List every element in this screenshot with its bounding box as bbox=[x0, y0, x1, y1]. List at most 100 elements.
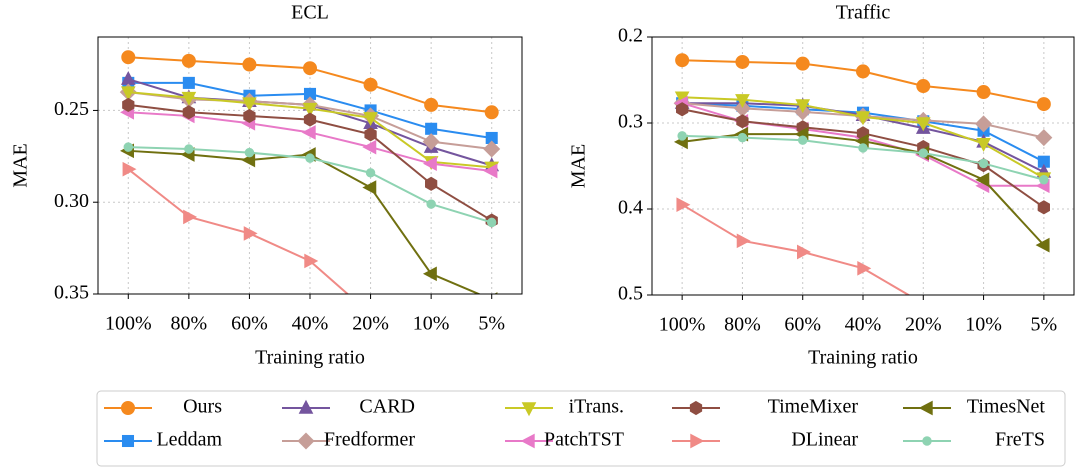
x-tick-label: 10% bbox=[413, 313, 450, 335]
x-tick-label: 20% bbox=[352, 313, 389, 335]
legend-label: TimesNet bbox=[967, 396, 1046, 418]
marker bbox=[1035, 237, 1050, 253]
marker bbox=[182, 105, 195, 120]
marker bbox=[183, 209, 198, 225]
y-tick-label: 0.30 bbox=[54, 190, 89, 212]
y-tick-label: 0.2 bbox=[618, 25, 643, 47]
legend-label: FreTS bbox=[995, 429, 1045, 451]
legend-marker bbox=[922, 436, 932, 446]
marker bbox=[301, 125, 316, 140]
x-tick-label: 100% bbox=[105, 313, 152, 335]
x-tick-label: 10% bbox=[965, 314, 1002, 336]
marker bbox=[915, 117, 931, 132]
legend-marker bbox=[520, 433, 535, 449]
y-tick-label: 0.35 bbox=[54, 282, 89, 304]
plot-frame bbox=[97, 36, 523, 295]
marker bbox=[855, 111, 871, 126]
marker bbox=[856, 64, 870, 79]
marker bbox=[424, 97, 439, 112]
marker bbox=[858, 143, 868, 153]
marker bbox=[121, 50, 136, 65]
marker bbox=[976, 85, 991, 100]
marker bbox=[483, 140, 501, 158]
marker bbox=[976, 137, 991, 152]
x-tick-label: 80% bbox=[171, 313, 208, 335]
y-tick-label: 0.25 bbox=[54, 98, 89, 120]
marker bbox=[122, 161, 137, 177]
marker bbox=[676, 197, 691, 213]
legend-marker bbox=[690, 433, 705, 449]
marker bbox=[422, 156, 437, 171]
marker bbox=[243, 108, 256, 124]
x-tick-label: 5% bbox=[1031, 314, 1058, 336]
x-tick-label: 40% bbox=[845, 314, 882, 336]
plot-area bbox=[673, 53, 1053, 310]
marker bbox=[676, 102, 689, 117]
legend-label: CARD bbox=[359, 396, 415, 418]
legend-label: iTrans. bbox=[569, 396, 624, 418]
x-axis-label: Training ratio bbox=[808, 347, 918, 369]
legend-marker bbox=[121, 434, 135, 448]
marker bbox=[918, 148, 929, 158]
marker bbox=[364, 127, 377, 142]
marker bbox=[978, 158, 989, 169]
chart-title: Traffic bbox=[836, 2, 891, 24]
marker bbox=[362, 180, 377, 195]
legend-marker bbox=[689, 400, 703, 416]
marker bbox=[181, 91, 197, 106]
legend-label: PatchTST bbox=[544, 429, 624, 451]
legend-label: Leddam bbox=[156, 429, 222, 451]
y-tick-label: 0.3 bbox=[618, 111, 643, 133]
y-axis-label: MAE bbox=[10, 143, 32, 187]
legend-marker bbox=[297, 432, 315, 450]
x-tick-label: 5% bbox=[478, 313, 505, 335]
x-tick-label: 60% bbox=[231, 313, 268, 335]
legend-label: Fredformer bbox=[324, 429, 415, 451]
marker bbox=[363, 77, 378, 92]
marker bbox=[675, 53, 690, 68]
marker bbox=[975, 172, 990, 188]
marker bbox=[486, 217, 497, 228]
marker bbox=[303, 61, 317, 76]
marker bbox=[795, 56, 810, 71]
marker bbox=[857, 261, 872, 276]
marker bbox=[735, 94, 750, 109]
marker bbox=[1036, 97, 1051, 112]
marker bbox=[184, 144, 194, 154]
marker bbox=[1039, 175, 1049, 185]
marker bbox=[302, 102, 318, 117]
legend-marker bbox=[121, 401, 135, 415]
marker bbox=[425, 122, 438, 135]
marker bbox=[1035, 129, 1053, 147]
marker bbox=[484, 105, 499, 120]
legend-label: Ours bbox=[183, 396, 222, 418]
x-axis-label: Training ratio bbox=[255, 347, 365, 369]
marker bbox=[737, 132, 748, 143]
marker bbox=[362, 139, 377, 155]
marker bbox=[243, 226, 258, 241]
marker bbox=[425, 176, 438, 191]
marker bbox=[797, 135, 808, 145]
marker bbox=[123, 142, 134, 152]
marker bbox=[736, 233, 751, 249]
marker bbox=[918, 297, 930, 310]
marker bbox=[916, 79, 931, 94]
plot-frame bbox=[651, 36, 1075, 296]
x-tick-label: 60% bbox=[784, 314, 821, 336]
marker bbox=[305, 153, 315, 163]
x-tick-label: 100% bbox=[659, 314, 706, 336]
marker bbox=[365, 168, 376, 178]
y-tick-label: 0.4 bbox=[618, 197, 643, 219]
marker bbox=[242, 57, 257, 72]
legend-marker bbox=[918, 400, 933, 416]
marker bbox=[975, 115, 993, 133]
marker bbox=[1037, 200, 1050, 215]
marker bbox=[122, 97, 135, 112]
legend-marker bbox=[521, 402, 537, 417]
marker bbox=[363, 112, 378, 126]
marker bbox=[182, 76, 195, 89]
marker bbox=[422, 266, 437, 282]
y-axis-label: MAE bbox=[568, 144, 590, 188]
marker bbox=[242, 97, 257, 112]
